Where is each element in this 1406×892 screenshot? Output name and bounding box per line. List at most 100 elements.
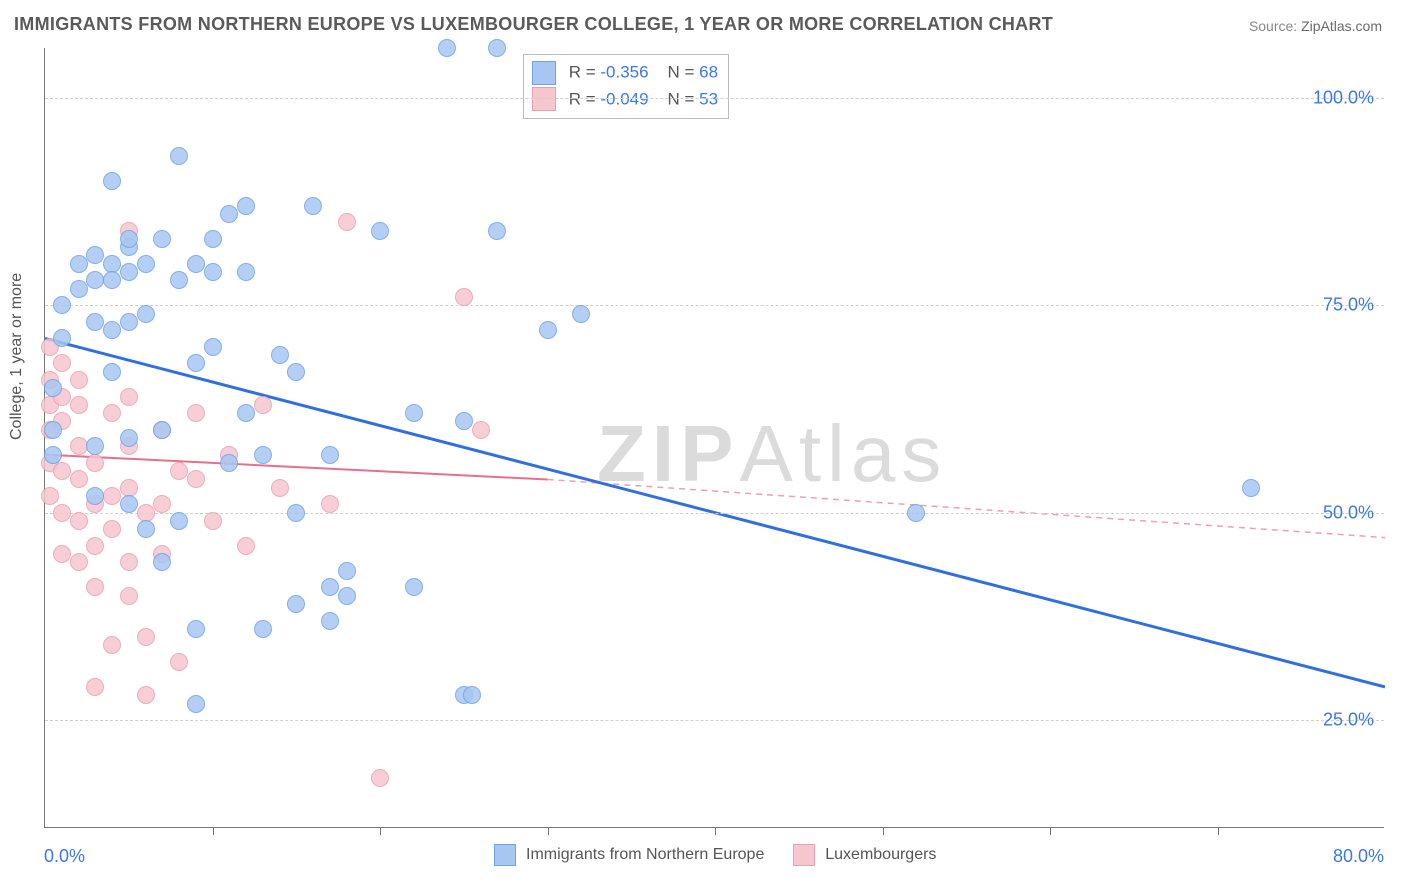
point-pink	[70, 470, 88, 488]
point-blue	[44, 379, 62, 397]
point-blue	[220, 454, 238, 472]
point-blue	[287, 595, 305, 613]
point-blue	[120, 429, 138, 447]
trend-line-pink	[45, 455, 548, 480]
point-pink	[254, 396, 272, 414]
point-pink	[237, 537, 255, 555]
gridline	[45, 720, 1384, 721]
bottom-legend: Immigrants from Northern Europe Luxembou…	[0, 844, 1406, 866]
point-pink	[70, 396, 88, 414]
point-blue	[120, 313, 138, 331]
x-tick	[1218, 827, 1219, 835]
point-pink	[86, 454, 104, 472]
point-blue	[271, 346, 289, 364]
chart-title: IMMIGRANTS FROM NORTHERN EUROPE VS LUXEM…	[14, 14, 1053, 35]
point-blue	[86, 437, 104, 455]
point-pink	[137, 504, 155, 522]
source-label: Source:	[1249, 18, 1301, 34]
point-blue	[488, 222, 506, 240]
point-blue	[1242, 479, 1260, 497]
point-blue	[254, 446, 272, 464]
point-blue	[539, 321, 557, 339]
swatch-pink	[793, 844, 815, 866]
point-blue	[338, 587, 356, 605]
point-blue	[103, 363, 121, 381]
label-n: N =	[653, 63, 699, 82]
point-blue	[137, 255, 155, 273]
plot-area: R = -0.356 N = 68 R = -0.049 N = 53 ZIPA…	[44, 48, 1384, 828]
point-blue	[187, 255, 205, 273]
point-blue	[53, 296, 71, 314]
point-pink	[371, 769, 389, 787]
point-blue	[53, 329, 71, 347]
point-blue	[44, 421, 62, 439]
gridline	[45, 305, 1384, 306]
point-pink	[103, 487, 121, 505]
corr-row-blue: R = -0.356 N = 68	[532, 59, 718, 86]
point-pink	[70, 437, 88, 455]
point-blue	[170, 271, 188, 289]
point-blue	[170, 512, 188, 530]
point-pink	[170, 653, 188, 671]
point-blue	[120, 263, 138, 281]
point-pink	[70, 512, 88, 530]
correlation-legend: R = -0.356 N = 68 R = -0.049 N = 53	[523, 54, 729, 119]
point-blue	[70, 255, 88, 273]
point-blue	[321, 612, 339, 630]
point-pink	[338, 213, 356, 231]
point-pink	[120, 553, 138, 571]
point-pink	[187, 470, 205, 488]
x-tick	[380, 827, 381, 835]
point-blue	[405, 578, 423, 596]
point-blue	[103, 321, 121, 339]
swatch-blue	[532, 61, 556, 85]
point-blue	[204, 263, 222, 281]
point-blue	[153, 553, 171, 571]
point-blue	[220, 205, 238, 223]
point-pink	[53, 354, 71, 372]
point-pink	[321, 495, 339, 513]
legend-label-pink: Luxembourgers	[825, 846, 936, 863]
point-blue	[103, 271, 121, 289]
point-pink	[53, 504, 71, 522]
point-blue	[321, 578, 339, 596]
legend-label-blue: Immigrants from Northern Europe	[526, 846, 764, 863]
point-pink	[86, 537, 104, 555]
point-blue	[137, 305, 155, 323]
source-value: ZipAtlas.com	[1301, 18, 1382, 34]
point-blue	[907, 504, 925, 522]
swatch-blue	[494, 844, 516, 866]
point-pink	[103, 404, 121, 422]
point-blue	[70, 280, 88, 298]
point-blue	[572, 305, 590, 323]
point-blue	[103, 172, 121, 190]
point-blue	[463, 686, 481, 704]
point-blue	[204, 230, 222, 248]
source-attribution: Source: ZipAtlas.com	[1249, 18, 1382, 34]
point-pink	[70, 371, 88, 389]
point-blue	[86, 313, 104, 331]
point-blue	[120, 230, 138, 248]
point-pink	[153, 495, 171, 513]
point-blue	[287, 504, 305, 522]
point-blue	[153, 230, 171, 248]
point-blue	[455, 412, 473, 430]
point-blue	[321, 446, 339, 464]
point-blue	[44, 446, 62, 464]
x-tick	[715, 827, 716, 835]
point-pink	[103, 520, 121, 538]
point-pink	[137, 686, 155, 704]
point-pink	[120, 587, 138, 605]
point-blue	[86, 246, 104, 264]
point-blue	[86, 487, 104, 505]
point-blue	[86, 271, 104, 289]
point-blue	[304, 197, 322, 215]
point-pink	[137, 628, 155, 646]
point-blue	[338, 562, 356, 580]
point-blue	[120, 495, 138, 513]
point-pink	[120, 388, 138, 406]
point-blue	[237, 197, 255, 215]
y-tick-label: 50.0%	[1323, 502, 1374, 523]
point-blue	[405, 404, 423, 422]
point-blue	[287, 363, 305, 381]
